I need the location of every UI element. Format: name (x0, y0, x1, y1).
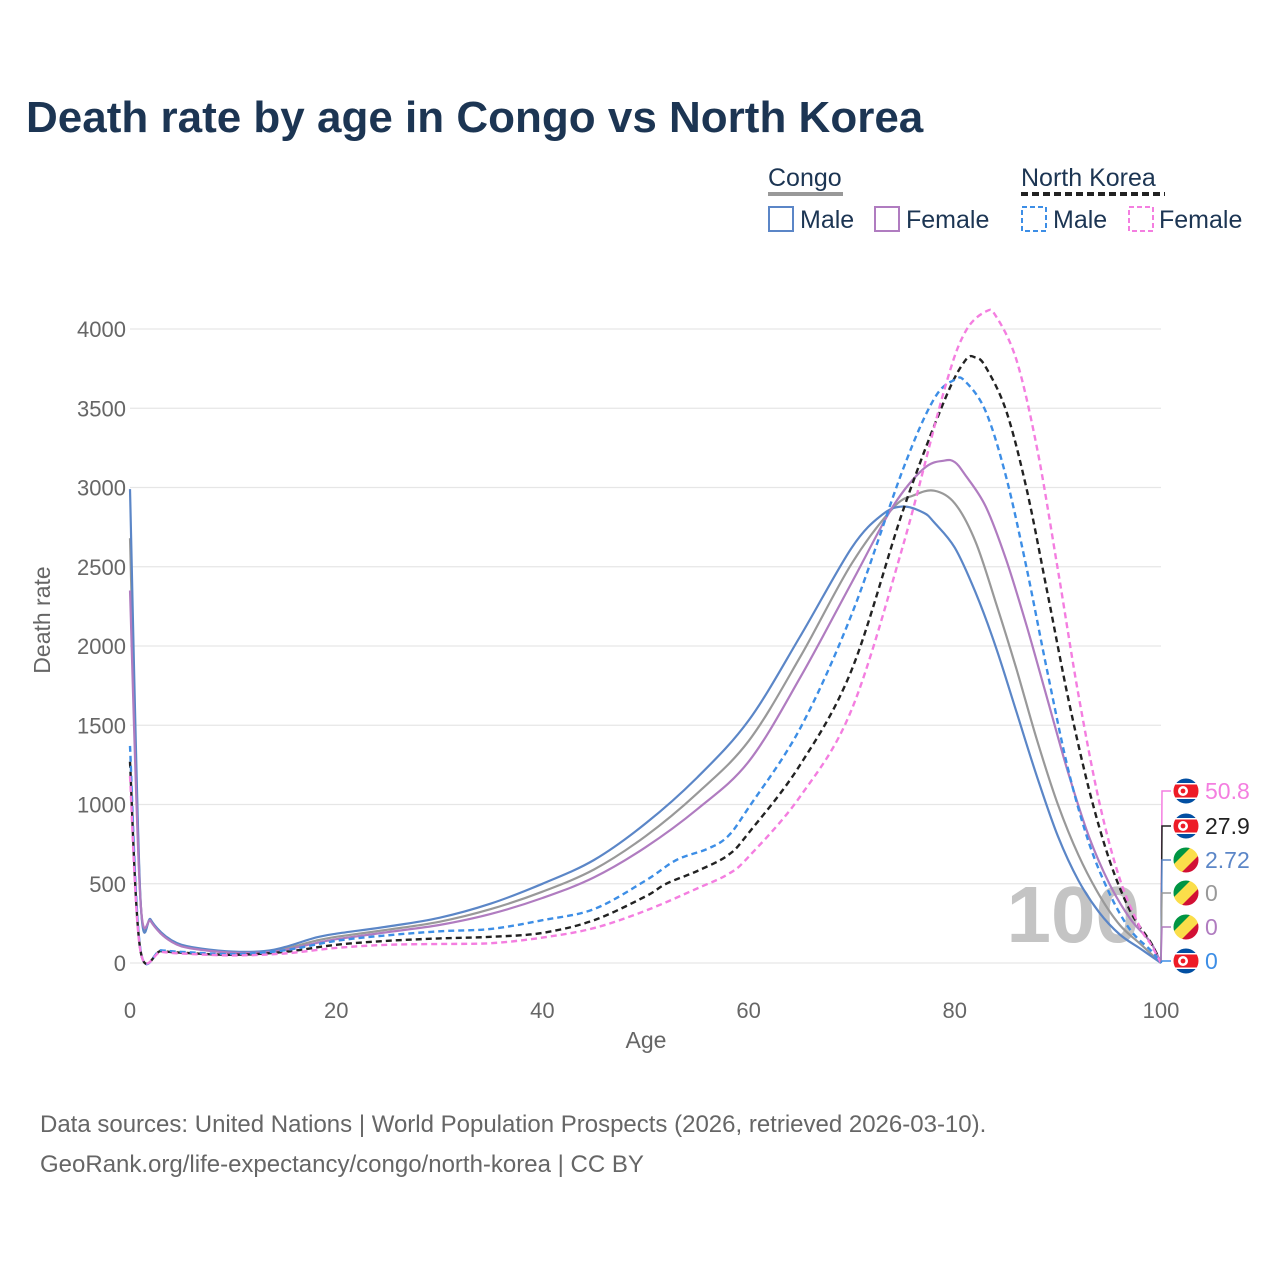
legend-congo-female-label[interactable]: Female (906, 206, 989, 234)
series-line-north-korea-male[interactable] (128, 376, 1162, 966)
end-label-connector (1160, 859, 1171, 964)
congo-flag-icon (1172, 879, 1200, 907)
north-korea-flag-icon (1172, 947, 1200, 975)
end-label-value: 0 (1205, 914, 1218, 940)
legend-congo-male-swatch (768, 206, 794, 232)
legend-group-north-korea: North Korea (1021, 164, 1156, 192)
end-label-value: 0 (1205, 948, 1218, 974)
y-tick-label: 0 (114, 951, 126, 976)
y-tick-label: 1000 (77, 793, 126, 818)
grid (130, 328, 1161, 964)
legend-nk-female-swatch (1128, 206, 1154, 232)
y-tick-label: 500 (89, 872, 126, 897)
end-label-value: 2.72 (1205, 847, 1250, 873)
series-line-north-korea-female[interactable] (128, 308, 1163, 965)
legend-nk-female-label[interactable]: Female (1159, 206, 1242, 234)
y-tick-label: 4000 (77, 317, 126, 342)
y-tick-label: 3500 (77, 396, 126, 421)
x-tick-label: 80 (943, 998, 967, 1023)
congo-flag-icon (1172, 913, 1200, 941)
end-label-value: 27.9 (1205, 813, 1250, 839)
year-watermark: 100 (1007, 870, 1140, 959)
x-tick-label: 40 (530, 998, 554, 1023)
y-tick-label: 2000 (77, 634, 126, 659)
y-tick-label: 1500 (77, 713, 126, 738)
y-tick-label: 2500 (77, 555, 126, 580)
legend: Congo Male Female North Korea Male Femal… (768, 164, 1242, 234)
x-axis-label: Age (626, 1027, 667, 1053)
y-axis-ticks: 0 500 1000 1500 2000 2500 3000 3500 4000 (77, 317, 126, 976)
end-labels: 50.8 27.9 2.72 0 0 0 (1160, 777, 1250, 975)
source-line-1: Data sources: United Nations | World Pop… (40, 1111, 986, 1138)
legend-congo-male-label[interactable]: Male (800, 206, 854, 234)
x-axis-ticks: 0 20 40 60 80 100 (124, 998, 1179, 1023)
x-tick-label: 100 (1143, 998, 1180, 1023)
series-line-north-korea-total[interactable] (128, 354, 1163, 966)
end-label-connector (1160, 960, 1171, 964)
north-korea-flag-icon (1172, 777, 1200, 805)
legend-group-congo: Congo (768, 164, 842, 192)
north-korea-flag-icon (1172, 812, 1200, 840)
series-line-congo-male[interactable] (128, 489, 1162, 964)
source-line-2[interactable]: GeoRank.org/life-expectancy/congo/north-… (40, 1151, 644, 1178)
end-label-value: 0 (1205, 880, 1218, 906)
legend-congo-female-swatch (874, 206, 900, 232)
x-tick-label: 0 (124, 998, 136, 1023)
congo-flag-icon (1172, 846, 1200, 874)
y-axis-label: Death rate (29, 566, 55, 673)
x-tick-label: 60 (736, 998, 760, 1023)
y-tick-label: 3000 (77, 476, 126, 501)
legend-nk-male-swatch (1021, 206, 1047, 232)
series-line-congo-female[interactable] (128, 458, 1162, 964)
legend-nk-male-label[interactable]: Male (1053, 206, 1107, 234)
end-label-connector (1160, 926, 1171, 964)
chart-title: Death rate by age in Congo vs North Kore… (26, 93, 924, 142)
x-tick-label: 20 (324, 998, 348, 1023)
series-lines (128, 308, 1163, 966)
end-label-value: 50.8 (1205, 778, 1250, 804)
